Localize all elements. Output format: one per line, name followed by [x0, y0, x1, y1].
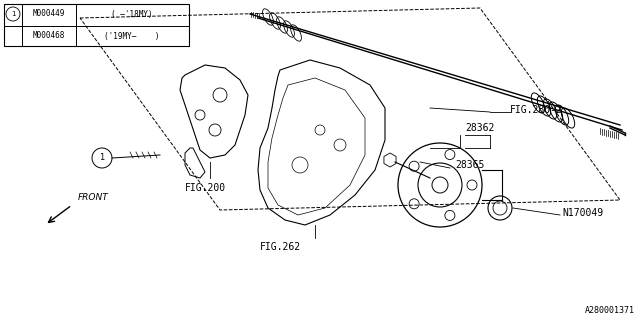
Text: 28362: 28362 [465, 123, 494, 133]
Text: FRONT: FRONT [78, 194, 109, 203]
Bar [4, 4, 189, 46]
Text: 1: 1 [99, 154, 104, 163]
Text: FIG.200: FIG.200 [185, 183, 226, 193]
Text: M000449: M000449 [33, 10, 65, 19]
Text: M000468: M000468 [33, 31, 65, 41]
Text: ( –'18MY): ( –'18MY) [111, 10, 153, 19]
Text: N170049: N170049 [562, 208, 603, 218]
Text: FIG.280-2: FIG.280-2 [510, 105, 563, 115]
Text: A280001371: A280001371 [585, 306, 635, 315]
Text: 1: 1 [11, 11, 15, 17]
Text: ('19MY–    ): ('19MY– ) [104, 31, 160, 41]
Text: FIG.262: FIG.262 [259, 242, 301, 252]
Text: 28365: 28365 [455, 160, 484, 170]
